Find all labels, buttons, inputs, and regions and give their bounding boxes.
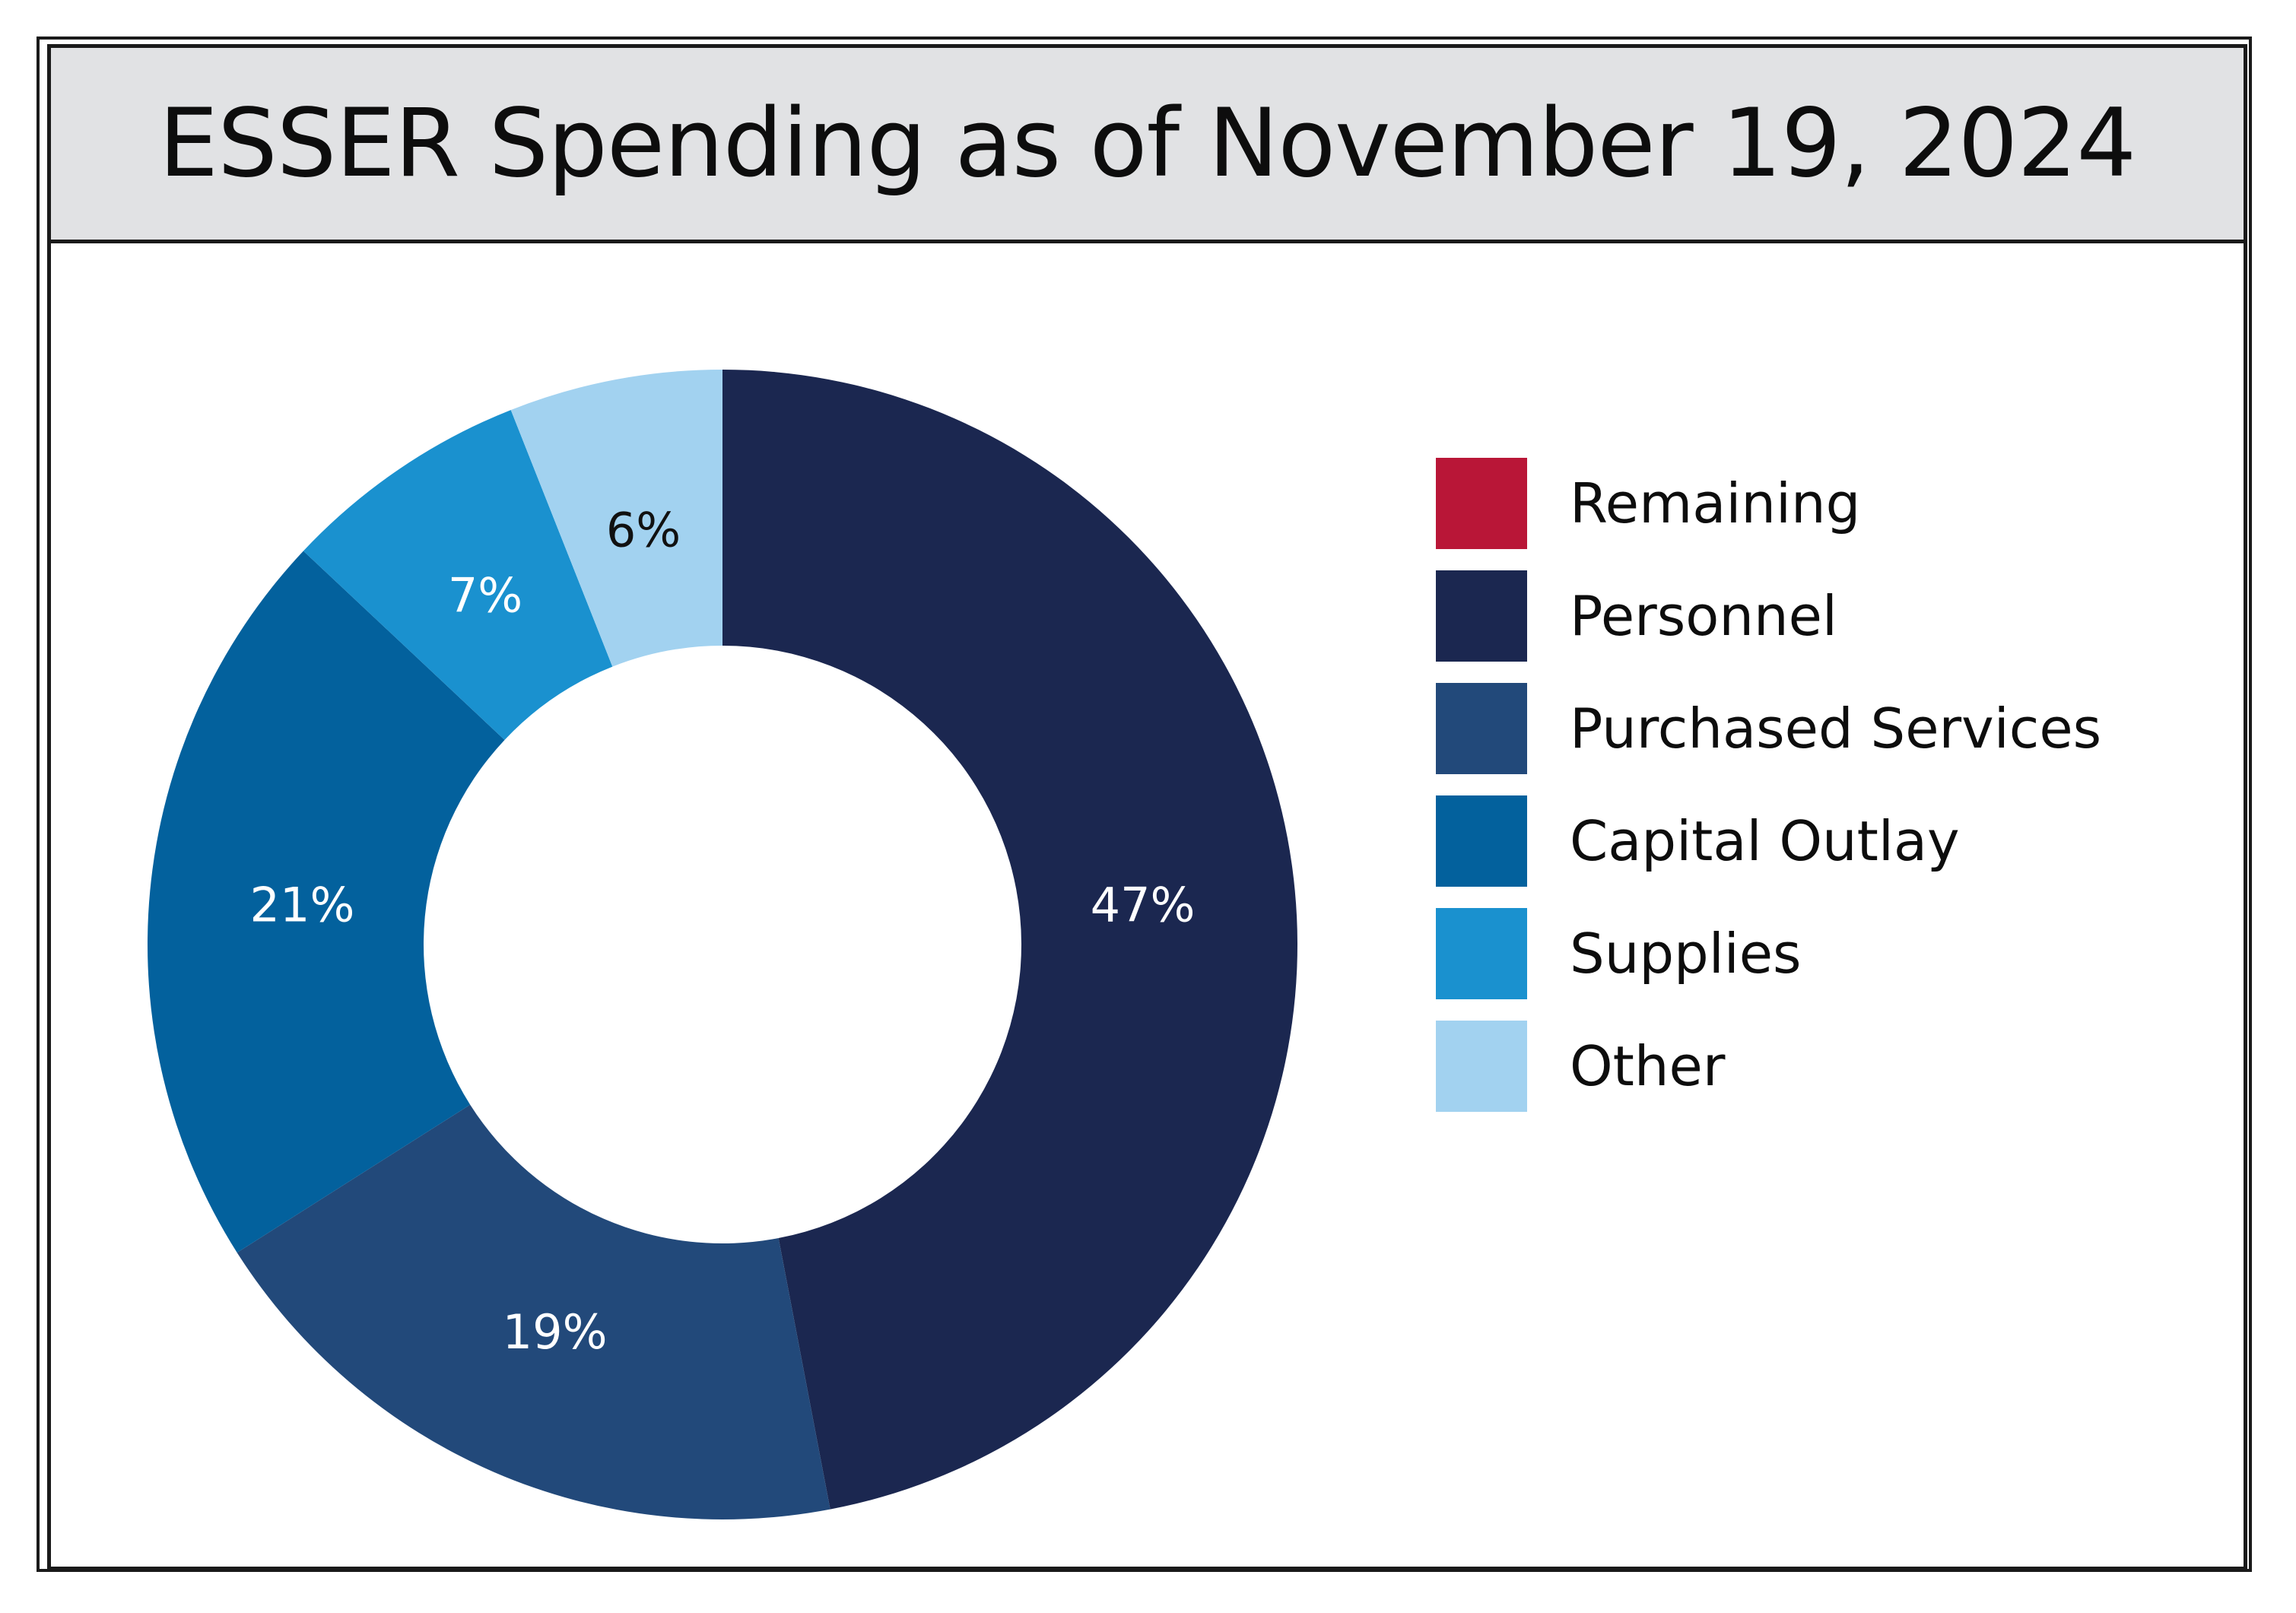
slice-label-purchased-services: 19% xyxy=(503,1304,608,1360)
slice-purchased-services xyxy=(237,1104,830,1520)
slice-label-capital-outlay: 21% xyxy=(250,877,355,932)
slice-supplies xyxy=(303,410,613,740)
legend-label: Purchased Services xyxy=(1570,697,2102,760)
legend-label: Supplies xyxy=(1570,922,1802,986)
slice-capital-outlay xyxy=(147,551,505,1253)
donut-slices xyxy=(147,370,1297,1520)
legend-swatch xyxy=(1436,908,1527,999)
slice-labels: 47% 19% 21% 7% 6% xyxy=(250,502,1196,1360)
legend-label: Remaining xyxy=(1570,472,1861,535)
legend-label: Other xyxy=(1570,1034,1726,1098)
outer-frame xyxy=(37,37,2252,1572)
legend-swatch xyxy=(1436,683,1527,774)
slice-label-personnel: 47% xyxy=(1091,877,1196,932)
legend-item-personnel: Personnel xyxy=(1436,570,2101,662)
legend-item-capital-outlay: Capital Outlay xyxy=(1436,795,2101,887)
legend-label: Capital Outlay xyxy=(1570,809,1960,873)
slice-label-supplies: 7% xyxy=(448,567,522,623)
slice-other xyxy=(510,370,722,667)
slice-label-other: 6% xyxy=(606,502,681,557)
legend-item-purchased-services: Purchased Services xyxy=(1436,683,2101,774)
legend-label: Personnel xyxy=(1570,584,1837,648)
legend-item-remaining: Remaining xyxy=(1436,458,2101,549)
legend-swatch xyxy=(1436,1021,1527,1112)
legend-swatch xyxy=(1436,570,1527,662)
legend-item-other: Other xyxy=(1436,1021,2101,1112)
title-bar: ESSER Spending as of November 19, 2024 xyxy=(51,48,2244,243)
slice-personnel xyxy=(722,370,1297,1510)
legend-swatch xyxy=(1436,795,1527,887)
legend-swatch xyxy=(1436,458,1527,549)
legend-item-supplies: Supplies xyxy=(1436,908,2101,999)
chart-title: ESSER Spending as of November 19, 2024 xyxy=(158,89,2136,198)
chart-legend: Remaining Personnel Purchased Services Capi… xyxy=(1436,458,2101,1133)
